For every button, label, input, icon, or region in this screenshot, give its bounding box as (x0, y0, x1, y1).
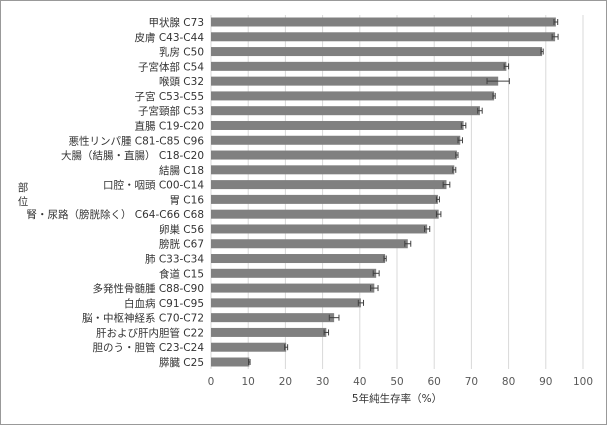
x-tick-label: 20 (279, 376, 292, 388)
error-bar (370, 285, 379, 292)
x-tick-label: 80 (502, 376, 515, 388)
bar (211, 357, 250, 367)
category-label: 甲状腺 C73 (148, 16, 204, 29)
bar (211, 254, 386, 264)
category-label: 大腸（結腸・直腸） C18-C20 (61, 149, 204, 162)
category-label: 肺 C33-C34 (145, 254, 204, 266)
category-label: 膵臓 C25 (159, 357, 204, 369)
bar (211, 91, 495, 101)
category-label: 結腸 C18 (159, 164, 204, 177)
error-bar (424, 225, 431, 232)
category-label: 子宮 C53-C55 (134, 90, 204, 103)
error-bar (383, 255, 387, 262)
category-label: 子宮頸部 C53 (138, 105, 204, 118)
error-bar (492, 92, 496, 99)
bar (211, 209, 439, 219)
category-label: 胃 C16 (169, 194, 204, 206)
x-tick-label: 0 (208, 376, 215, 388)
category-label: 食道 C15 (159, 267, 204, 280)
error-bar (284, 344, 289, 351)
category-label: 白血病 C91-C95 (124, 297, 204, 310)
x-axis-label: 5年純生存率（%） (352, 392, 442, 405)
category-label: 口腔・咽頭 C00-C14 (103, 179, 204, 192)
bar (211, 239, 408, 249)
bar (211, 17, 556, 27)
error-bar (455, 152, 459, 159)
bar (211, 180, 447, 190)
error-bar (442, 181, 451, 188)
error-bar (435, 196, 440, 203)
bar (211, 283, 375, 293)
category-label: 皮膚 C43-C44 (134, 31, 204, 44)
error-bar (452, 166, 457, 173)
error-bar (460, 122, 467, 129)
category-label: 喉頭 C32 (159, 76, 204, 88)
error-bar (553, 19, 559, 25)
x-tick-label: 90 (539, 376, 552, 388)
category-label: 直腸 C19-C20 (134, 119, 204, 132)
y-axis-label: 部位 (18, 181, 29, 208)
bar (211, 313, 335, 323)
error-bar (248, 359, 251, 365)
error-bar (477, 107, 483, 114)
error-bar (457, 137, 463, 144)
bar (211, 224, 428, 234)
bar (211, 120, 464, 130)
category-label: 肝および肝内胆管 C22 (96, 326, 204, 339)
category-label: 子宮体部 C54 (138, 60, 204, 73)
bar (211, 135, 461, 145)
category-label: 悪性リンパ腫 C81-C85 C96 (68, 134, 204, 147)
bar (211, 106, 480, 116)
bar (211, 268, 377, 278)
bar (211, 61, 507, 71)
bar (211, 194, 438, 204)
category-label: 卵巣 C56 (159, 223, 204, 236)
category-label: 脳・中枢神経系 C70-C72 (82, 312, 204, 325)
error-bar (323, 329, 330, 336)
error-bar (435, 211, 442, 218)
error-bar (372, 270, 380, 277)
bar (211, 76, 499, 86)
category-label: 胆のう・胆管 C23-C24 (92, 341, 204, 354)
error-bar (404, 240, 412, 247)
category-label: 腎・尿路（膀胱除く） C64-C66 C68 (26, 208, 204, 221)
bar (211, 298, 361, 308)
x-tick-label: 10 (242, 376, 255, 388)
bar (211, 342, 287, 352)
error-bar (551, 33, 559, 40)
bar (211, 47, 543, 57)
category-label: 膀胱 C67 (159, 238, 204, 251)
x-tick-label: 70 (465, 376, 478, 388)
bar (211, 327, 327, 337)
error-bar (486, 78, 510, 85)
error-bar (503, 63, 510, 70)
bar (211, 165, 455, 175)
category-label: 乳房 C50 (159, 46, 204, 59)
bar (211, 150, 457, 160)
error-bar (357, 299, 365, 306)
x-tick-label: 40 (353, 376, 366, 388)
bar (211, 32, 556, 42)
x-tick-label: 60 (428, 376, 441, 388)
x-tick-label: 100 (573, 376, 593, 388)
x-tick-label: 30 (316, 376, 329, 388)
category-label: 多発性骨髄腫 C88-C90 (92, 282, 204, 295)
x-tick-label: 50 (390, 376, 403, 388)
error-bar (328, 314, 340, 321)
error-bar (540, 48, 544, 55)
